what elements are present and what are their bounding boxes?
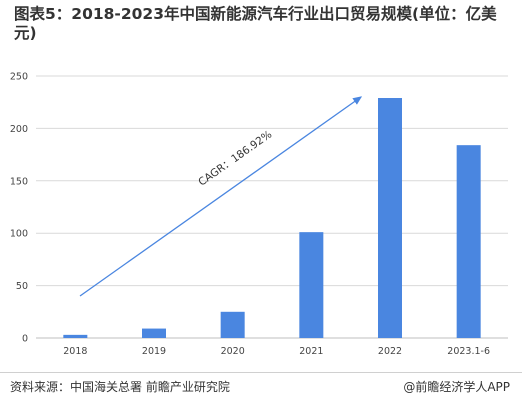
y-tick-label: 150 — [10, 176, 28, 187]
bar — [142, 328, 166, 338]
bar-chart: 0 50 100 150 200 250 2018 2019 2020 2021 2022 2023.… — [10, 72, 508, 357]
cagr-label: CAGR：186.92% — [196, 129, 274, 189]
source-note: 资料来源：中国海关总署 前瞻产业研究院 — [10, 380, 230, 394]
y-tick-label: 50 — [16, 281, 28, 292]
y-tick-label: 200 — [10, 124, 28, 135]
y-tick-label: 100 — [10, 229, 28, 240]
y-tick-label: 250 — [10, 72, 28, 83]
brand-note: @前瞻经济学人APP — [403, 380, 510, 394]
x-tick-label: 2020 — [221, 346, 245, 357]
y-tick-label: 0 — [22, 334, 28, 345]
footer-divider — [0, 372, 522, 409]
x-tick-label: 2021 — [299, 346, 323, 357]
bar — [63, 334, 88, 338]
x-tick-label: 2022 — [378, 346, 402, 357]
bar — [299, 232, 324, 338]
x-tick-label: 2023.1-6 — [447, 346, 490, 357]
bar — [378, 98, 402, 339]
chart-title: 图表5：2018-2023年中国新能源汽车行业出口贸易规模(单位：亿美元) — [14, 5, 497, 42]
bar — [220, 311, 245, 338]
x-tick-label: 2019 — [142, 346, 166, 357]
x-tick-label: 2018 — [63, 346, 87, 357]
bar — [456, 145, 481, 338]
cagr-arrow — [79, 96, 363, 297]
